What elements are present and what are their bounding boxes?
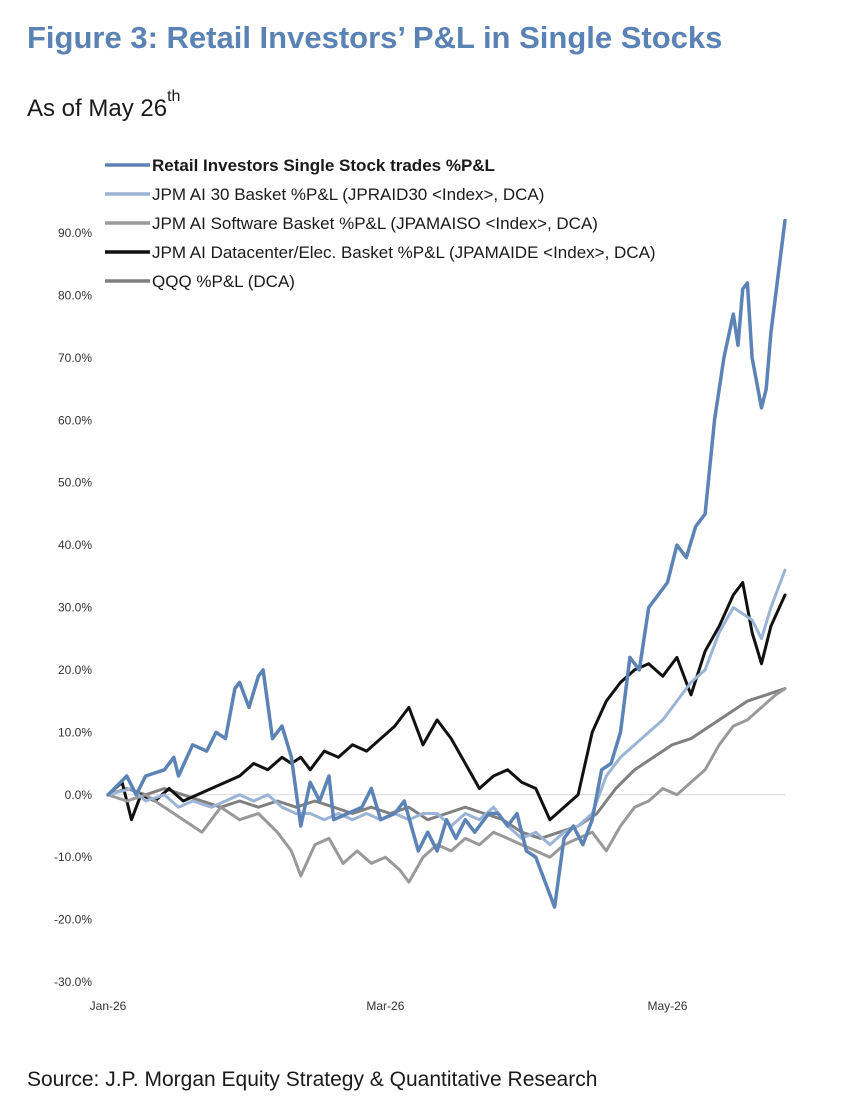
- series-line: [106, 687, 787, 884]
- series-line: [106, 687, 787, 840]
- y-tick-label: 80.0%: [58, 288, 92, 302]
- y-tick-label: 20.0%: [58, 663, 92, 677]
- subtitle-text: As of May 26: [27, 95, 168, 122]
- y-tick-label: -30.0%: [54, 975, 92, 989]
- figure-title: Figure 3: Retail Investors’ P&L in Singl…: [27, 20, 723, 55]
- y-tick-label: -20.0%: [54, 913, 92, 927]
- y-tick-label: 60.0%: [58, 413, 92, 427]
- y-tick-label: 40.0%: [58, 538, 92, 552]
- figure-source: Source: J.P. Morgan Equity Strategy & Qu…: [27, 1068, 598, 1091]
- y-tick-label: 10.0%: [58, 725, 92, 739]
- y-tick-label: 90.0%: [58, 226, 92, 240]
- line-chart: -30.0% -20.0% -10.0% 0.0% 10.0% 20.0% 30.0% 40.…: [54, 156, 787, 1013]
- y-axis: -30.0% -20.0% -10.0% 0.0% 10.0% 20.0% 30.0% 40.…: [54, 226, 785, 989]
- legend-entry: JPM AI Datacenter/Elec. Basket %P&L (JPA…: [152, 243, 656, 262]
- figure-subtitle: As of May 26th: [27, 88, 180, 123]
- y-tick-label: -10.0%: [54, 850, 92, 864]
- legend-entry: Retail Investors Single Stock trades %P&…: [152, 156, 495, 175]
- subtitle-superscript: th: [167, 88, 181, 105]
- x-tick-label: Jan-26: [90, 999, 127, 1013]
- series-line: [106, 568, 787, 847]
- legend-entry: JPM AI 30 Basket %P&L (JPRAID30 <Index>,…: [152, 185, 544, 204]
- y-tick-label: 70.0%: [58, 351, 92, 365]
- y-tick-label: 50.0%: [58, 476, 92, 490]
- series-line: [106, 218, 787, 909]
- series-line: [106, 581, 787, 822]
- x-tick-label: Mar-26: [366, 999, 404, 1013]
- series-layer: [106, 218, 787, 909]
- legend-entry: JPM AI Software Basket %P&L (JPAMAISO <I…: [152, 214, 598, 233]
- y-tick-label: 30.0%: [58, 601, 92, 615]
- x-tick-label: May-26: [647, 999, 687, 1013]
- x-axis: Jan-26 Mar-26 May-26: [90, 999, 688, 1013]
- chart-legend: Retail Investors Single Stock trades %P&…: [105, 156, 656, 291]
- y-tick-label: 0.0%: [65, 788, 93, 802]
- legend-entry: QQQ %P&L (DCA): [152, 272, 295, 291]
